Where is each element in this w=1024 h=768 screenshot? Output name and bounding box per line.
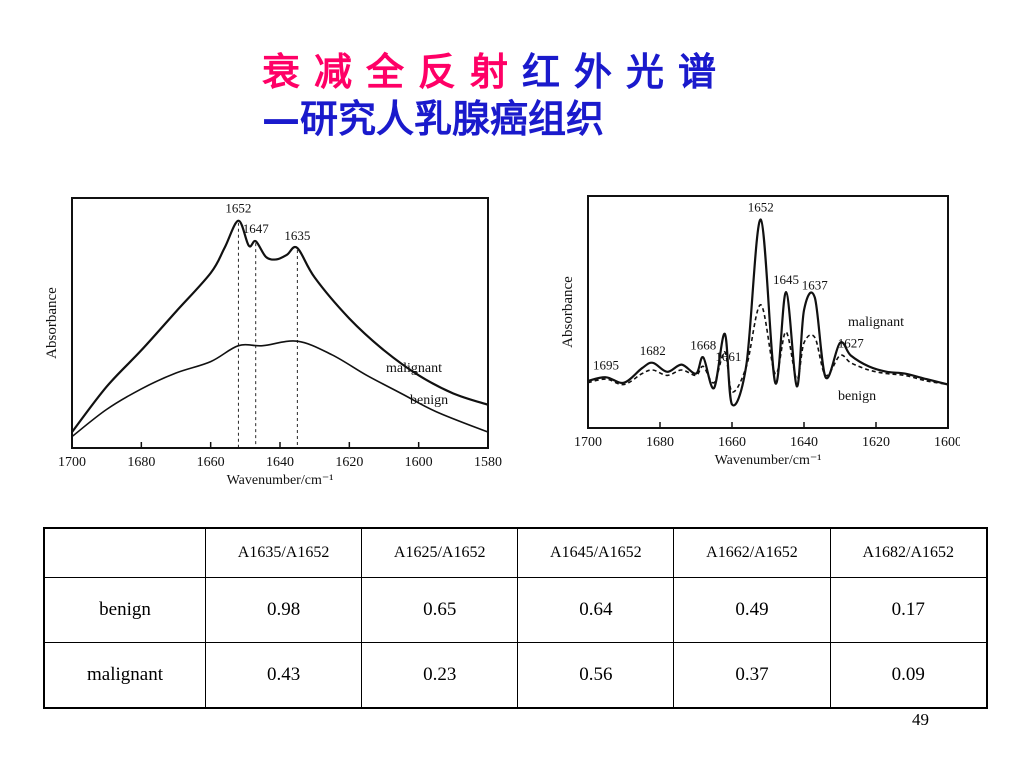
page-number: 49: [912, 710, 929, 729]
x-tick-label: 1660: [718, 435, 746, 450]
peak-label: 1652: [225, 201, 251, 216]
peak-label: 1635: [284, 228, 310, 243]
peak-label: 1647: [243, 221, 270, 236]
table-header-cell: A1662/A1652: [673, 527, 831, 578]
x-axis-label: Wavenumber/cm⁻¹: [715, 453, 822, 468]
series-line-benign: [587, 303, 949, 393]
peak-label: 1652: [748, 200, 774, 215]
series-label-benign: benign: [838, 389, 876, 404]
table-header-cell: A1635/A1652: [204, 527, 363, 578]
x-tick-label: 1680: [127, 455, 155, 470]
x-tick-label: 1700: [574, 435, 602, 450]
table-cell: 0.65: [361, 577, 519, 643]
table-cell: 0.23: [361, 642, 519, 709]
table-cell: 0.56: [517, 642, 675, 709]
table-cell: 0.43: [204, 642, 363, 709]
x-tick-label: 1580: [474, 455, 502, 470]
table-cell: 0.64: [517, 577, 675, 643]
plot-frame: [587, 195, 949, 429]
ratio-table: A1635/A1652 A1625/A1652 A1645/A1652 A166…: [43, 527, 988, 709]
table-header-cell: A1682/A1652: [829, 527, 988, 578]
series-label-malignant: malignant: [848, 315, 904, 330]
x-tick-label: 1700: [58, 455, 86, 470]
x-tick-label: 1640: [266, 455, 294, 470]
table-cell: 0.49: [673, 577, 831, 643]
table-header-cell: A1625/A1652: [361, 527, 519, 578]
series-label-benign: benign: [410, 393, 448, 408]
y-axis-label: Absorbance: [44, 287, 60, 359]
row-label: malignant: [43, 642, 206, 709]
title-subtitle: —研究人乳腺癌组织: [262, 97, 605, 141]
slide-title: 衰减全反射红外光谱 —研究人乳腺癌组织: [262, 48, 882, 142]
chart-right-svg: 1700 1680 1660 1640 1620 1600 Wavenumber/cm⁻¹ A…: [560, 195, 962, 468]
peak-label: 1695: [593, 357, 619, 372]
plot-frame: [71, 197, 489, 449]
table-header-cell: A1645/A1652: [517, 527, 675, 578]
series-line-malignant: [587, 218, 949, 407]
chart-right-derivative-spectrum: 1700 1680 1660 1640 1620 1600 Wavenumber/cm⁻¹ A…: [560, 188, 962, 478]
table-cell: 0.17: [829, 577, 988, 643]
series-line-malignant: [71, 219, 489, 433]
x-tick-label: 1600: [934, 435, 960, 450]
peak-label: 1645: [773, 272, 799, 287]
peak-label: 1661: [715, 349, 741, 364]
x-tick-label: 1600: [405, 455, 433, 470]
table-header-cell: [43, 527, 206, 578]
chart-left-atr-spectrum: 1700 1680 1660 1640 1620 1600 1580 Wavenumber/c…: [40, 186, 510, 488]
table-header-row: A1635/A1652 A1625/A1652 A1645/A1652 A166…: [43, 527, 988, 578]
table-cell: 0.09: [829, 642, 988, 709]
x-tick-label: 1660: [197, 455, 225, 470]
table-cell: 0.37: [673, 642, 831, 709]
peak-label: 1627: [838, 336, 865, 351]
chart-left-svg: 1700 1680 1660 1640 1620 1600 1580 Wavenumber/c…: [44, 197, 502, 488]
x-tick-label: 1620: [335, 455, 363, 470]
peak-label: 1668: [690, 337, 716, 352]
peak-label: 1682: [640, 343, 666, 358]
title-part-red: 衰减全反射: [262, 50, 523, 94]
y-axis-label: Absorbance: [560, 276, 576, 348]
series-label-malignant: malignant: [386, 361, 442, 376]
title-main: 衰减全反射红外光谱: [262, 48, 882, 96]
row-label: benign: [43, 577, 206, 643]
series-line-benign: [71, 340, 489, 438]
table-row: benign 0.98 0.65 0.64 0.49 0.17: [43, 577, 988, 643]
x-tick-label: 1640: [790, 435, 818, 450]
table-cell: 0.98: [204, 577, 363, 643]
title-part-blue: 红外光谱: [522, 50, 731, 94]
x-tick-label: 1620: [862, 435, 890, 450]
peak-label: 1637: [802, 278, 829, 293]
x-axis-label: Wavenumber/cm⁻¹: [227, 473, 334, 486]
table-row: malignant 0.43 0.23 0.56 0.37 0.09: [43, 642, 988, 709]
x-tick-label: 1680: [646, 435, 674, 450]
